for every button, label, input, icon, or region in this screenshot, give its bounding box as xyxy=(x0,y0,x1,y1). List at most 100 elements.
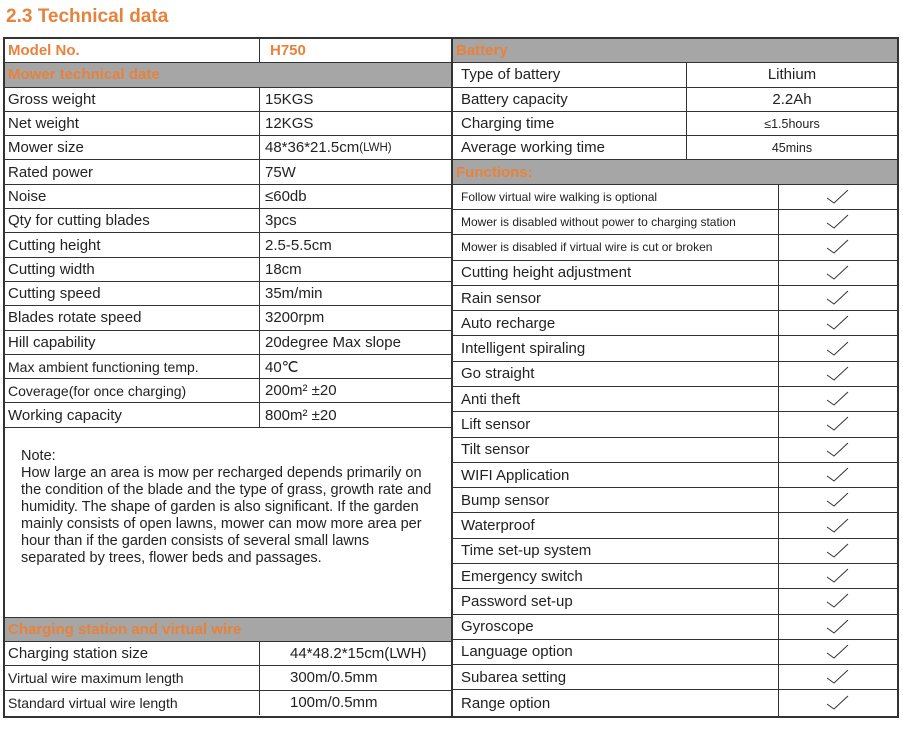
battery-label: Average working time xyxy=(461,139,605,157)
spec-label: Standard virtual wire length xyxy=(8,694,178,711)
spec-unit: (LWH) xyxy=(359,141,392,154)
battery-section-header: Battery xyxy=(453,39,897,64)
function-label: Mower is disabled if virtual wire is cut… xyxy=(461,240,713,255)
spec-row: Rated power 75W xyxy=(5,160,451,185)
spec-label: Virtual wire maximum length xyxy=(8,669,184,686)
function-label: Gyroscope xyxy=(461,618,534,636)
note-text: How large an area is mow per recharged d… xyxy=(21,464,432,566)
function-row: Intelligent spiraling xyxy=(453,336,897,362)
function-label: Time set-up system xyxy=(461,542,592,560)
battery-value: 2.2Ah xyxy=(686,87,897,111)
spec-label: Charging station size xyxy=(8,645,149,663)
checkmark-icon xyxy=(778,311,897,336)
checkmark-icon xyxy=(778,437,897,462)
spec-row: Coverage(for once charging) 200m² ±20 xyxy=(5,379,451,404)
spec-value: 48*36*21.5cm (LWH) xyxy=(259,136,451,160)
function-row: Mower is disabled without power to charg… xyxy=(453,210,897,236)
checkmark-icon xyxy=(778,387,897,412)
function-label: Auto recharge xyxy=(461,314,556,332)
note-row: Note: How large an area is mow per rechar… xyxy=(5,428,451,618)
function-row: Language option xyxy=(453,639,897,666)
charging-row: Virtual wire maximum length 300m/0.5mm xyxy=(5,666,451,691)
checkmark-icon xyxy=(778,589,897,614)
function-row: Waterproof xyxy=(453,513,897,539)
function-label: Bump sensor xyxy=(461,491,550,509)
checkmark-icon xyxy=(778,210,897,235)
spec-row: Working capacity 800m² ±20 xyxy=(5,403,451,428)
checkmark-icon xyxy=(778,538,897,563)
spec-label: Max ambient functioning temp. xyxy=(8,358,199,375)
battery-label: Battery capacity xyxy=(461,90,568,108)
page-title: 2.3 Technical data xyxy=(6,6,169,27)
spec-value: 300m/0.5mm xyxy=(259,666,451,690)
function-label: Range option xyxy=(461,694,551,712)
spec-row: Cutting height 2.5-5.5cm xyxy=(5,233,451,258)
spec-label: Net weight xyxy=(8,115,79,133)
checkmark-icon xyxy=(778,285,897,311)
spec-row: Gross weight 15KGS xyxy=(5,87,451,112)
spec-value: 200m² ±20 xyxy=(259,379,451,403)
spec-row: Hill capability 20degree Max slope xyxy=(5,330,451,355)
function-row: Emergency switch xyxy=(453,564,897,590)
checkmark-icon xyxy=(778,639,897,665)
spec-label: Coverage(for once charging) xyxy=(8,382,187,399)
battery-functions-table: Battery Type of battery Lithium Battery cap… xyxy=(451,37,899,718)
function-row: WIFI Application xyxy=(453,462,897,489)
function-row: Gyroscope xyxy=(453,614,897,640)
spec-label: Cutting speed xyxy=(8,285,101,303)
spec-value: 75W xyxy=(259,160,451,184)
charging-row: Charging station size 44*48.2*15cm(LWH) xyxy=(5,642,451,667)
battery-row: Average working time 45mins xyxy=(453,136,897,161)
function-row: Time set-up system xyxy=(453,538,897,564)
function-row: Follow virtual wire walking is optional xyxy=(453,184,897,211)
checkmark-icon xyxy=(778,260,897,285)
spec-row: Mower size 48*36*21.5cm (LWH) xyxy=(5,136,451,161)
function-row: Mower is disabled if virtual wire is cut… xyxy=(453,235,897,261)
function-label: Cutting height adjustment xyxy=(461,264,632,282)
function-row: Anti theft xyxy=(453,387,897,413)
battery-value: 45mins xyxy=(686,136,897,160)
function-label: Waterproof xyxy=(461,517,535,535)
spec-row: Qty for cutting blades 3pcs xyxy=(5,209,451,234)
function-label: Password set-up xyxy=(461,592,573,610)
function-row: Go straight xyxy=(453,361,897,388)
checkmark-icon xyxy=(778,513,897,538)
battery-value: ≤1.5hours xyxy=(686,111,897,136)
battery-row: Battery capacity 2.2Ah xyxy=(453,87,897,112)
charging-section-header: Charging station and virtual wire xyxy=(5,617,451,643)
spec-row: Cutting width 18cm xyxy=(5,257,451,282)
function-row: Bump sensor xyxy=(453,488,897,514)
mower-section-header: Mower technical date xyxy=(5,63,451,88)
function-label: Rain sensor xyxy=(461,289,542,307)
checkmark-icon xyxy=(778,336,897,361)
model-row: Model No. H750 xyxy=(5,39,451,64)
spec-label: Working capacity xyxy=(8,406,122,424)
spec-value: 12KGS xyxy=(259,111,451,136)
function-row: Auto recharge xyxy=(453,311,897,337)
battery-label: Charging time xyxy=(461,115,555,133)
battery-value: Lithium xyxy=(686,63,897,87)
battery-row: Charging time ≤1.5hours xyxy=(453,111,897,137)
note-title: Note: xyxy=(21,447,56,464)
function-label: Mower is disabled without power to charg… xyxy=(461,215,736,230)
spec-value: 18cm xyxy=(259,257,451,281)
spec-value: 40℃ xyxy=(259,354,451,379)
checkmark-icon xyxy=(778,614,897,639)
function-row: Rain sensor xyxy=(453,285,897,312)
function-label: Go straight xyxy=(461,365,535,383)
functions-section-header: Functions: xyxy=(453,160,897,185)
spec-value: 44*48.2*15cm(LWH) xyxy=(259,642,451,666)
spec-value: 3200rpm xyxy=(259,306,451,330)
charging-row: Standard virtual wire length 100m/0.5mm xyxy=(5,690,451,715)
function-row: Range option xyxy=(453,690,897,716)
spec-label: Hill capability xyxy=(8,333,96,351)
function-label: Intelligent spiraling xyxy=(461,340,586,358)
checkmark-icon xyxy=(778,690,897,716)
function-row: Lift sensor xyxy=(453,412,897,438)
spec-row: Net weight 12KGS xyxy=(5,111,451,137)
spec-label: Mower size xyxy=(8,139,84,157)
mower-spec-table: Model No. H750 Mower technical date Gross w… xyxy=(3,37,453,718)
spec-value: 3pcs xyxy=(259,209,451,233)
checkmark-icon xyxy=(778,235,897,260)
function-label: Lift sensor xyxy=(461,415,531,433)
